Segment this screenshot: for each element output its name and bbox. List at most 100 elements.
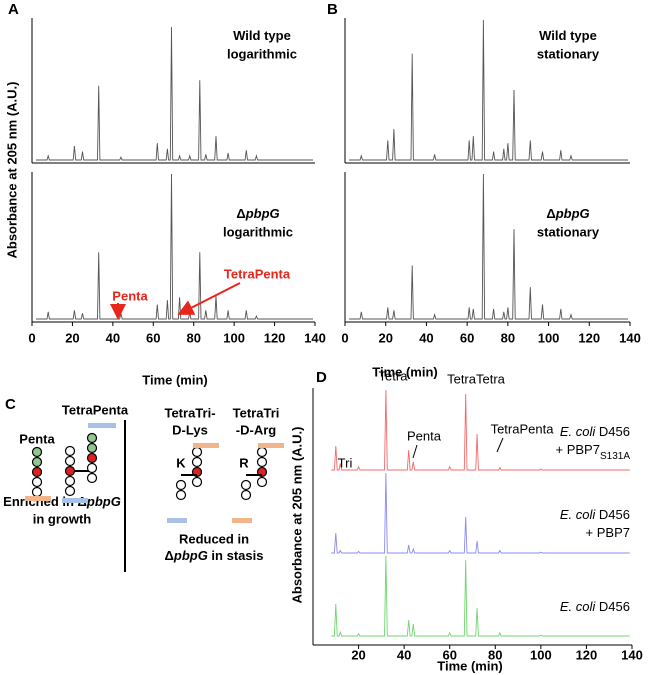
residue [175,479,187,491]
x-tick-label: 100 [223,330,245,345]
series-label: E. coli D456 [560,424,630,439]
x-tick-label: 140 [619,330,641,345]
glycan [232,518,252,523]
chart-subtitle: logarithmic [223,224,293,239]
x-tick-label: 0 [341,330,348,345]
series-label-part: E. coli [560,599,597,614]
glycan [88,423,116,428]
x-axis-label: Time (min) [142,372,208,387]
x-axis-label: Time (min) [437,658,503,673]
annotation: TetraPenta [491,421,555,436]
annotation: TetraTetra [447,371,506,386]
chart-title-part: pbpG [555,206,590,221]
diagram-label: D-Lys [172,422,208,437]
chart-subtitle: stationary [537,224,600,239]
diagram-label-part: pbpG [173,548,208,563]
diagram-label: TetraTri- [164,405,215,420]
annotation: TetraPenta [224,266,291,281]
annotation: Penta [407,428,442,443]
residue [86,432,98,444]
residue [240,489,252,501]
residue [31,456,43,468]
x-tick-label: 120 [576,647,598,662]
diagram-label: ΔpbpG in stasis [165,548,264,563]
series-label-part: D456 [595,424,630,439]
leader-line [412,444,418,459]
residue [256,476,268,488]
diagram-label-part: in stasis [208,548,264,563]
x-tick-label: 60 [442,647,456,662]
residue [64,485,76,497]
series-label-part: + PBP7 [556,442,600,457]
x-tick-label: 40 [106,330,120,345]
glycan [25,496,51,501]
chart-title-part: Wild type [539,28,597,43]
x-tick-label: 60 [460,330,474,345]
panel-label: D [316,369,327,386]
residue [86,462,98,474]
residue [64,465,76,477]
x-tick-label: 140 [304,330,326,345]
residue [240,479,252,491]
diagram-label: Penta [19,431,55,446]
glycan [62,498,88,503]
series-label-part: D456 [595,599,630,614]
chart-subtitle: stationary [537,46,600,61]
chart-title: ΔpbpG [236,206,279,221]
residue [64,475,76,487]
y-axis-label: Absorbance at 205 nm (A.U.) [289,427,304,604]
chart-title-part: pbpG [245,206,280,221]
x-tick-label: 20 [65,330,79,345]
panel-label: A [8,1,19,18]
residue [86,442,98,454]
series-label-part: E. coli [560,424,597,439]
panel-label: C [5,396,16,413]
residue [256,456,268,468]
x-tick-label: 80 [501,330,515,345]
series-label-part: D456 [595,507,630,522]
residue [191,446,203,458]
x-tick-label: 80 [186,330,200,345]
x-tick-label: 40 [419,330,433,345]
chart-title: Wild type [233,28,291,43]
residue [31,476,43,488]
trace [331,472,630,554]
diagram-label-part: pbpG [86,494,121,509]
annotation: Penta [112,288,148,303]
leader-line [496,437,504,453]
x-tick-label: 80 [488,647,502,662]
residue [64,445,76,457]
x-tick-label: 120 [578,330,600,345]
x-tick-label: 140 [621,647,643,662]
panel-label: B [327,1,338,18]
x-tick-label: 0 [28,330,35,345]
diagram-label: in growth [33,511,92,526]
trace [36,26,313,161]
x-tick-label: 100 [538,330,560,345]
residue [256,446,268,458]
residue [175,489,187,501]
residue [31,466,43,478]
series-label: E. coli D456 [560,507,630,522]
chart-subtitle: logarithmic [227,46,297,61]
chart-title-part: Δ [236,206,245,221]
diagram-label: Reduced in [179,531,249,546]
glycan [258,443,284,448]
series-label-part: + PBP7 [586,525,630,540]
glycan [167,518,187,523]
diagram-label: R [239,455,249,470]
series-label: + PBP7 [586,525,630,540]
x-tick-label: 20 [351,647,365,662]
annotation-arrow [177,282,241,315]
trace [331,389,630,471]
residue [31,446,43,458]
residue [64,455,76,467]
diagram-label: TetraPenta [62,402,129,417]
residue [31,486,43,498]
diagram-label: K [176,455,186,470]
residue [191,476,203,488]
x-tick-label: 120 [264,330,286,345]
x-tick-label: 60 [146,330,160,345]
y-axis-label: Absorbance at 205 nm (A.U.) [4,82,19,259]
